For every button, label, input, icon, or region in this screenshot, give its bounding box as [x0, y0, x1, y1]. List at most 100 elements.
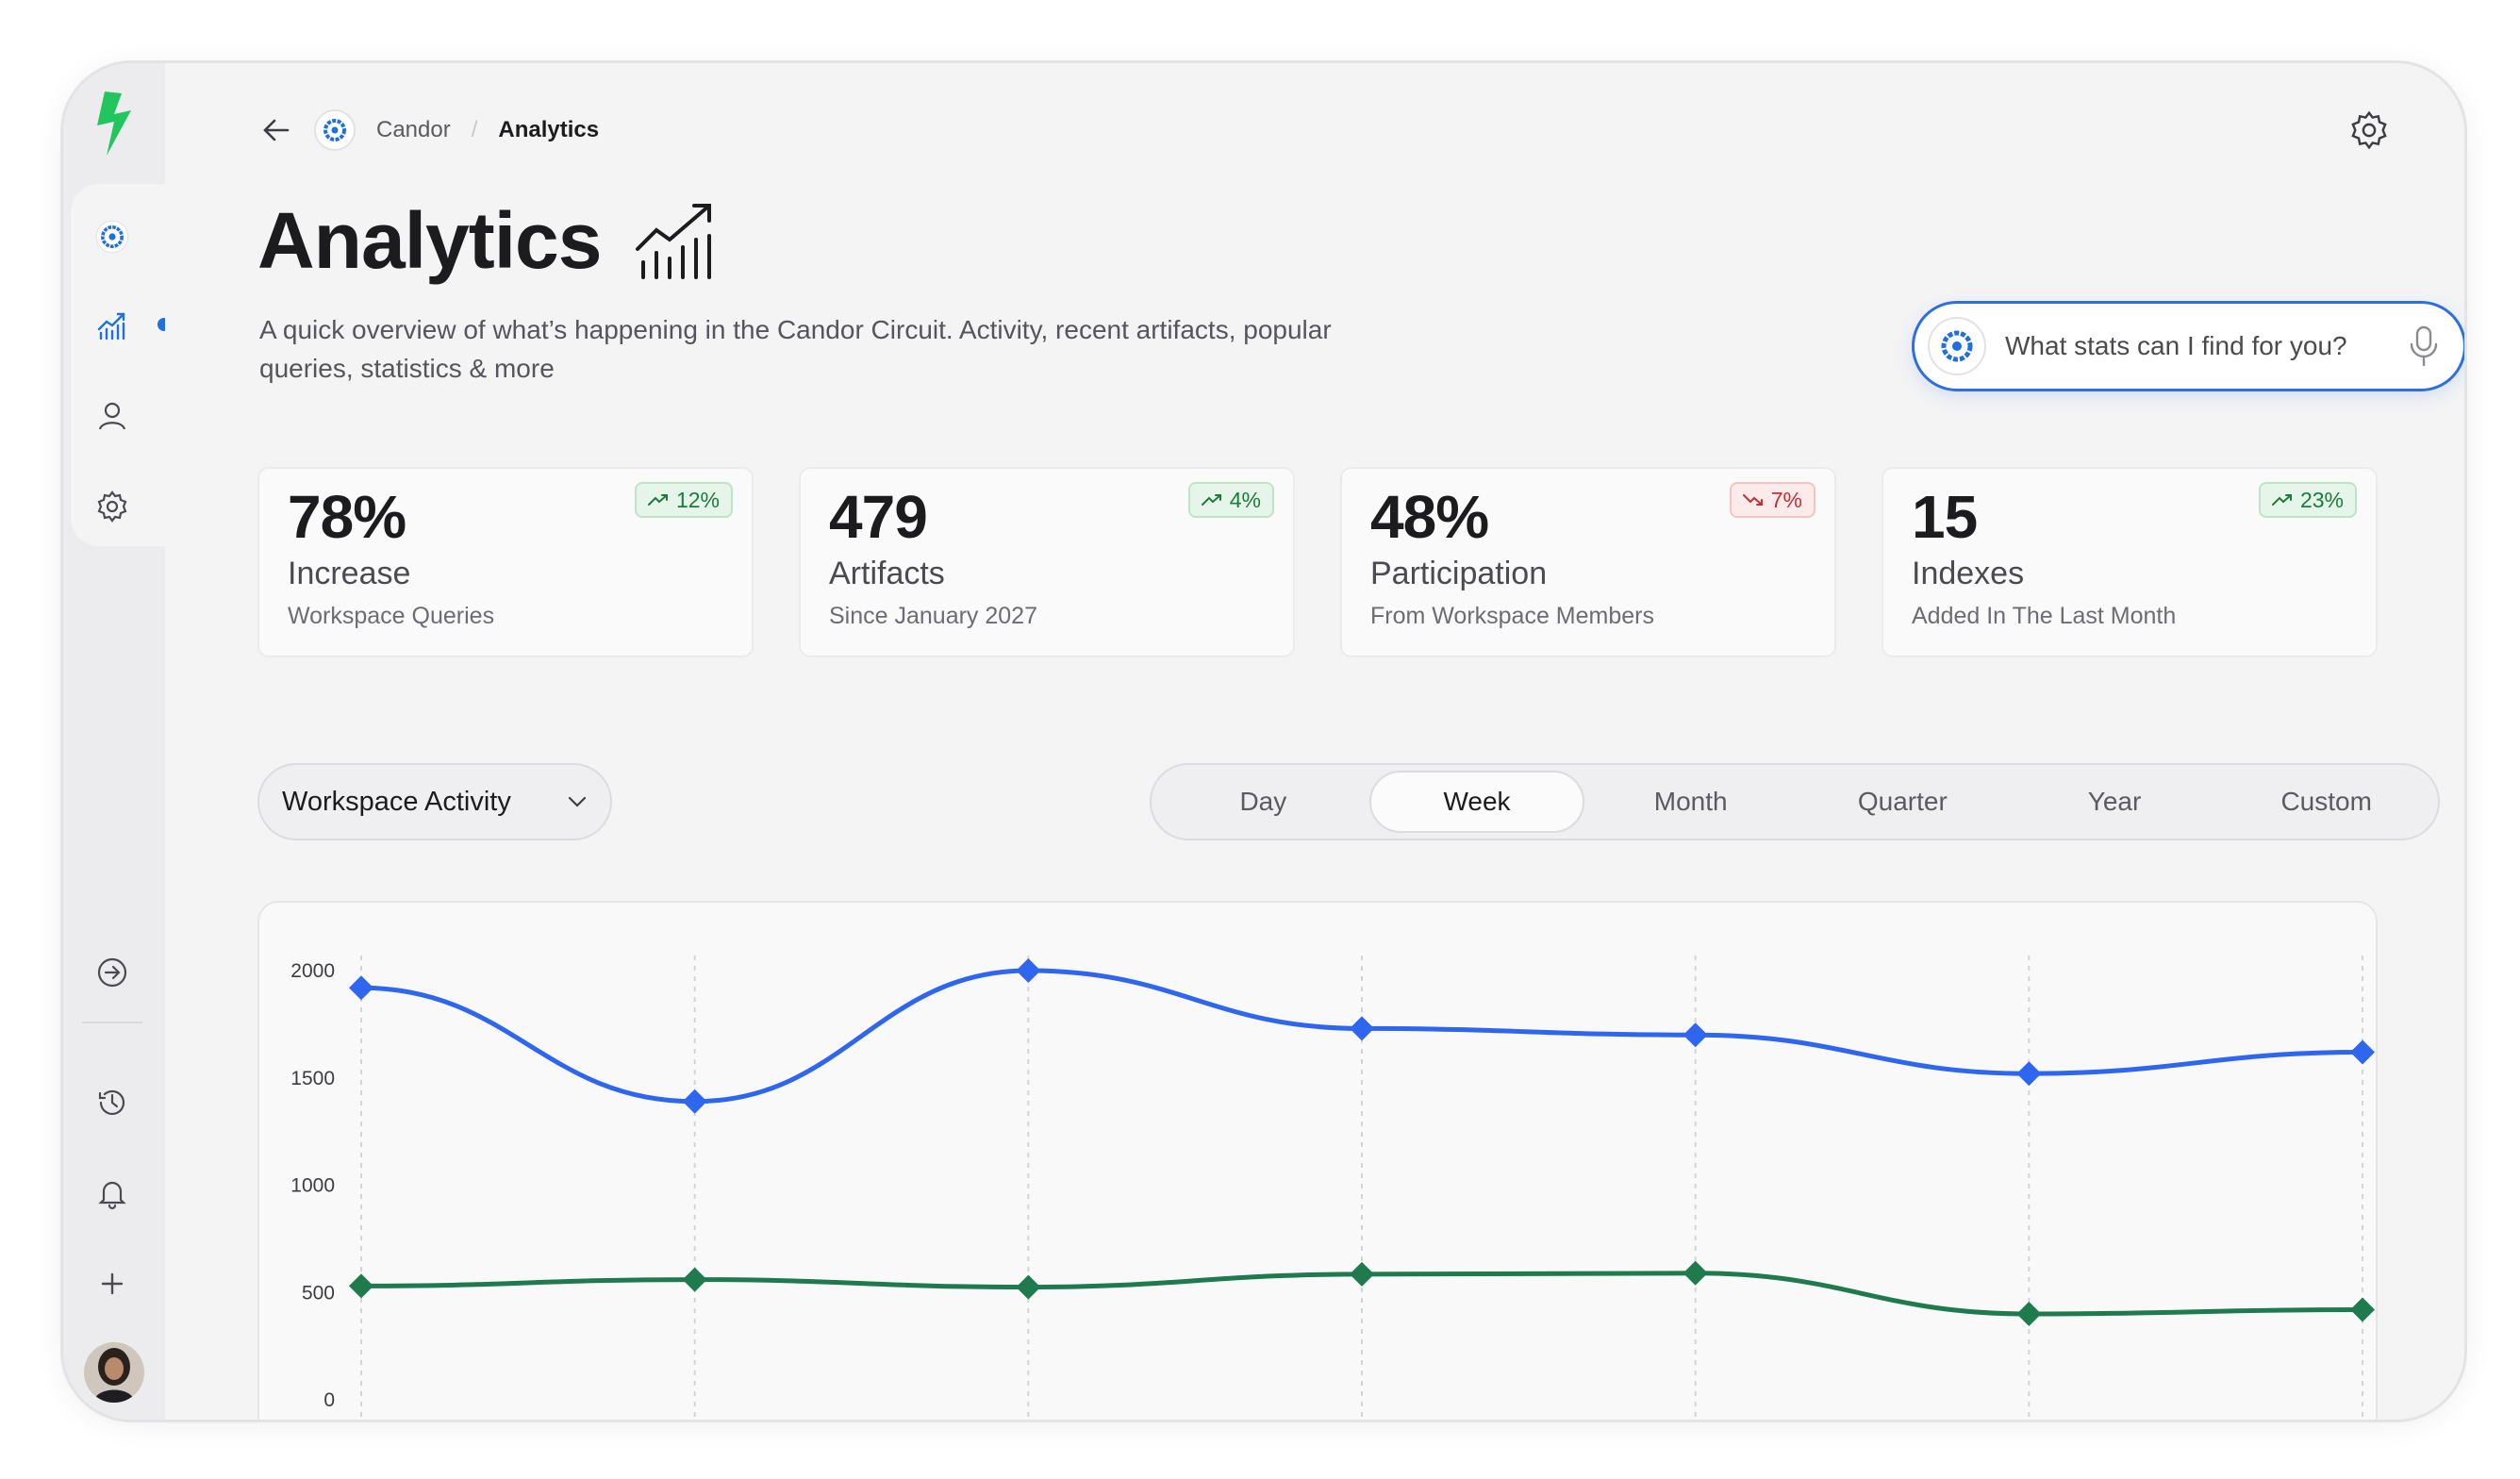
y-tick-label: 1500 [290, 1068, 335, 1089]
stat-value: 479 [829, 483, 928, 551]
range-quarter[interactable]: Quarter [1857, 787, 1948, 816]
trend-badge: 7% [1729, 482, 1815, 518]
stat-desc: Since January 2027 [829, 603, 1037, 629]
analytics-icon [97, 312, 125, 341]
stats-search[interactable] [1912, 301, 2464, 391]
sidebar-item-history[interactable] [90, 1080, 135, 1125]
stat-card-artifacts: 479 Artifacts Since January 2027 4% [799, 467, 1295, 657]
series-1-point [682, 1088, 707, 1114]
candor-brand-icon [323, 119, 346, 141]
main-content: Candor / Analytics Analytics A quick ove… [165, 63, 2464, 1420]
series-2-point [1683, 1260, 1708, 1286]
series-1-point [1350, 1016, 1374, 1041]
trend-value: 7% [1770, 487, 1802, 512]
range-selector: Day Week Month Quarter Year Custom [1150, 763, 2440, 840]
stat-desc: From Workspace Members [1370, 603, 1654, 629]
range-day[interactable]: Day [1239, 787, 1287, 816]
app-logo[interactable] [63, 63, 165, 184]
trend-down-icon [1742, 494, 1763, 506]
search-brand-badge [1928, 317, 1986, 375]
sidebar-item-settings[interactable] [90, 484, 135, 529]
stat-label: Participation [1370, 556, 1548, 591]
range-month[interactable]: Month [1653, 787, 1728, 816]
trend-value: 23% [2299, 487, 2344, 512]
activity-chart: Mon Tue Wed Thu Fri Sat Sun 0 500 1000 1500 2000 [257, 901, 2378, 1420]
sidebar-item-add[interactable] [90, 1261, 135, 1306]
series-2-point [1350, 1261, 1374, 1287]
metric-select[interactable]: Workspace Activity [257, 763, 612, 840]
app-window: Candor / Analytics Analytics A quick ove… [60, 60, 2467, 1422]
stat-label: Indexes [1912, 556, 2025, 591]
history-icon [98, 1089, 125, 1115]
series-1-point [349, 975, 373, 1001]
series-1-point [2350, 1039, 2375, 1065]
y-tick-label: 2000 [290, 960, 335, 982]
series-1-point [1683, 1022, 1708, 1048]
series-2-point [2016, 1302, 2042, 1326]
bell-icon [98, 1181, 126, 1210]
candor-brand-badge [314, 109, 356, 151]
breadcrumb-current: Analytics [498, 117, 600, 142]
trend-value: 12% [675, 487, 720, 512]
stat-card-indexes: 15 Indexes Added In The Last Month 23% [1882, 467, 2378, 657]
sidebar-item-profile[interactable] [90, 393, 135, 439]
series-1-point [2016, 1061, 2042, 1087]
series-1-point [1016, 958, 1041, 983]
range-week[interactable]: Week [1368, 771, 1585, 833]
trend-badge: 12% [634, 482, 733, 518]
sidebar-divider [82, 1022, 142, 1023]
chevron-down-icon [568, 796, 587, 807]
metric-select-value: Workspace Activity [282, 786, 511, 817]
stat-desc: Added In The Last Month [1912, 603, 2177, 629]
trend-value: 4% [1229, 487, 1261, 512]
analytics-chart-icon [635, 203, 711, 279]
series-2-point [2350, 1297, 2375, 1322]
page-title-text: Analytics [257, 196, 602, 285]
trend-badge: 23% [2258, 482, 2357, 518]
sidebar [63, 63, 171, 1420]
series-2-point [1016, 1274, 1041, 1300]
sidebar-item-analytics[interactable] [90, 303, 135, 348]
y-tick-label: 1000 [290, 1175, 335, 1197]
stat-value: 78% [288, 483, 406, 551]
logo-bolt-icon [97, 91, 131, 156]
settings-button[interactable] [2344, 105, 2395, 156]
trend-up-icon [1201, 494, 1221, 506]
range-year[interactable]: Year [2087, 787, 2142, 816]
y-tick-label: 0 [323, 1389, 335, 1411]
stat-value: 15 [1912, 483, 1978, 551]
stat-label: Artifacts [829, 556, 945, 591]
candor-brand-icon [1941, 330, 1973, 362]
sidebar-item-notifications[interactable] [90, 1171, 135, 1216]
page-subtitle: A quick overview of what’s happening in … [259, 315, 1332, 383]
stat-value: 48% [1370, 483, 1489, 551]
stat-card-participation: 48% Participation From Workspace Members… [1340, 467, 1836, 657]
arrow-right-circle-icon [97, 957, 127, 988]
trend-badge: 4% [1187, 482, 1274, 518]
series-2-point [682, 1267, 707, 1292]
stat-card-queries: 78% Increase Workspace Queries 12% [257, 467, 754, 657]
plus-icon [101, 1272, 124, 1295]
gear-icon [2351, 110, 2387, 150]
microphone-icon[interactable] [2407, 325, 2441, 367]
sidebar-item-candor[interactable] [84, 208, 141, 265]
breadcrumb-separator: / [471, 117, 478, 142]
range-custom[interactable]: Custom [2280, 787, 2372, 816]
candor-brand-icon [95, 220, 129, 254]
sidebar-item-navigate[interactable] [90, 950, 135, 995]
search-input[interactable] [2005, 331, 2407, 361]
trend-up-icon [2271, 494, 2292, 506]
stat-desc: Workspace Queries [288, 603, 495, 629]
settings-icon [97, 490, 127, 523]
stat-label: Increase [288, 556, 411, 591]
avatar[interactable] [84, 1342, 144, 1403]
y-tick-label: 500 [302, 1282, 335, 1304]
user-icon [98, 402, 126, 430]
breadcrumb: Candor / Analytics [259, 107, 599, 154]
avatar-image [84, 1342, 144, 1403]
page-title: Analytics [257, 195, 719, 287]
back-arrow-icon[interactable] [259, 113, 293, 147]
breadcrumb-parent[interactable]: Candor [376, 117, 451, 142]
trend-up-icon [647, 494, 668, 506]
